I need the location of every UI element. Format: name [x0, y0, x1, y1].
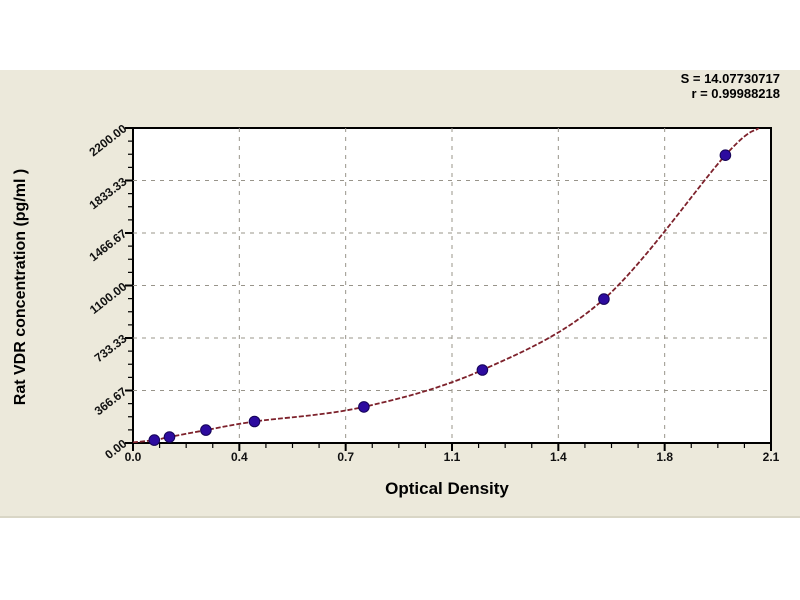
- x-tick-label: 1.1: [443, 450, 461, 464]
- x-axis-title: Optical Density: [385, 479, 509, 498]
- data-point: [358, 401, 370, 413]
- data-point: [200, 424, 212, 436]
- fit-s-value: S = 14.07730717: [680, 71, 780, 86]
- data-point: [598, 293, 610, 305]
- x-tick-label: 1.4: [549, 450, 567, 464]
- fit-r-value: r = 0.99988218: [691, 86, 780, 101]
- x-tick-label: 0.4: [230, 450, 248, 464]
- x-tick-label: 2.1: [762, 450, 780, 464]
- fit-statistics: S = 14.07730717 r = 0.99988218: [681, 71, 780, 101]
- data-point: [148, 434, 161, 446]
- plot-area: [125, 127, 772, 451]
- data-point: [163, 431, 176, 443]
- x-tick-label: 0.7: [337, 450, 354, 464]
- data-point: [248, 415, 261, 428]
- chart-svg: [125, 127, 772, 451]
- data-point: [719, 149, 732, 162]
- y-axis-title: Rat VDR concentration (pg/ml ): [12, 168, 29, 406]
- data-point: [476, 364, 489, 376]
- x-tick-label: 0.0: [124, 450, 142, 464]
- x-tick-label: 1.8: [656, 450, 673, 464]
